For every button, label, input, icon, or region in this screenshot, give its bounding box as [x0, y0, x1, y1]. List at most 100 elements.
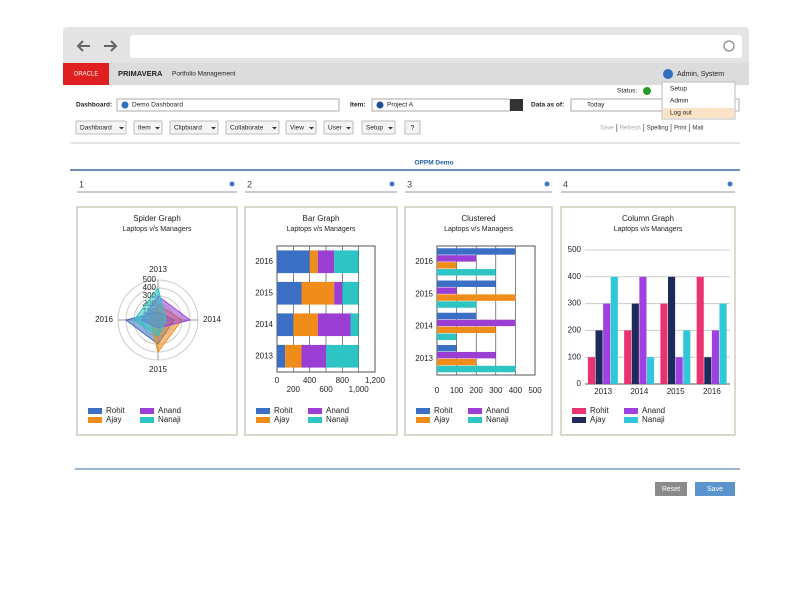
address-bar[interactable] [130, 35, 742, 58]
plot-frame [276, 245, 376, 373]
legend-swatch [624, 408, 638, 414]
bar [639, 276, 647, 384]
legend-label: Ajay [274, 415, 290, 424]
bar-segment [309, 250, 318, 274]
legend-swatch [572, 417, 586, 423]
menu-item[interactable]: Log out [670, 110, 692, 117]
chart-subtitle: Laptops v/s Managers [287, 226, 356, 233]
toolbar-label[interactable]: Clipboard [174, 125, 202, 132]
pin-icon[interactable] [544, 181, 550, 187]
toolbar-label[interactable]: Item [138, 125, 151, 132]
legend-swatch [140, 408, 154, 414]
bar-segment [301, 281, 335, 305]
user-name[interactable]: Admin, System [677, 71, 724, 78]
bar [437, 358, 477, 366]
status-icon [643, 87, 651, 95]
bar [437, 301, 477, 308]
bar-segment [285, 344, 302, 368]
y-tick-label: 300 [568, 299, 582, 308]
legend-label: Rohit [590, 406, 609, 415]
action-link[interactable]: Mail [692, 126, 703, 132]
bar [603, 303, 611, 384]
bar [437, 262, 457, 269]
date-value: Today [587, 102, 605, 109]
x-tick-label: 0 [435, 386, 440, 395]
toolbar-button[interactable] [133, 120, 163, 135]
menu-item[interactable]: Admin [670, 98, 689, 105]
dropdown-arrow [309, 127, 314, 130]
save-label[interactable]: Save [707, 486, 723, 493]
x-tick-label: 100 [450, 386, 464, 395]
item-value: Project A [387, 102, 414, 109]
toolbar-button[interactable] [169, 120, 219, 135]
legend-swatch [256, 417, 270, 423]
action-link[interactable]: Print [674, 126, 687, 132]
dashboard-select[interactable] [116, 98, 340, 112]
legend-label: Anand [486, 406, 509, 415]
toolbar-label[interactable]: Dashboard [80, 125, 112, 132]
legend-label: Nanaji [326, 415, 349, 424]
legend-label: Anand [158, 406, 181, 415]
bar [675, 357, 683, 384]
category-label: 2016 [255, 257, 273, 266]
category-label: 2015 [415, 289, 433, 298]
r-tick-label: 500 [143, 275, 157, 284]
bar-segment [334, 250, 359, 274]
item-search[interactable] [510, 99, 523, 111]
legend-label: Nanaji [486, 415, 509, 424]
bar [437, 248, 516, 255]
legend-label: Nanaji [642, 415, 665, 424]
forward-button[interactable] [104, 40, 118, 52]
x-tick-label: 200 [287, 385, 301, 394]
action-link[interactable]: Refresh [620, 126, 641, 132]
legend-label: Ajay [106, 415, 122, 424]
category-label: 2013 [594, 387, 612, 396]
legend-swatch [468, 408, 482, 414]
y-tick-label: 400 [568, 272, 582, 281]
help-label[interactable]: ? [411, 125, 415, 132]
action-link[interactable]: Save [600, 126, 614, 132]
bar [437, 255, 477, 262]
toolbar-label[interactable]: User [328, 125, 343, 132]
x-tick-label: 400 [303, 376, 317, 385]
chart-title: Clustered [461, 214, 495, 223]
category-label: 2016 [95, 315, 113, 324]
category-label: 2015 [149, 365, 167, 374]
x-tick-label: 600 [319, 385, 333, 394]
pin-icon[interactable] [229, 181, 235, 187]
reload-button[interactable] [723, 40, 735, 52]
reset-label[interactable]: Reset [662, 486, 680, 493]
toolbar-label[interactable]: Setup [366, 125, 383, 132]
date-label: Data as of: [531, 102, 564, 109]
legend-swatch [416, 408, 430, 414]
reset-button[interactable] [655, 482, 687, 496]
legend-label: Anand [326, 406, 349, 415]
y-tick-label: 100 [568, 352, 582, 361]
save-button[interactable] [695, 482, 735, 496]
bar-segment [277, 250, 310, 274]
toolbar-button[interactable] [361, 120, 396, 135]
toolbar-button[interactable] [75, 120, 127, 135]
chart-subtitle: Laptops v/s Managers [444, 226, 513, 233]
toolbar-label[interactable]: View [290, 125, 304, 132]
bar [704, 357, 712, 384]
action-link[interactable]: Spelling [647, 126, 668, 132]
bar [437, 351, 496, 359]
toolbar-label[interactable]: Collaborate [230, 125, 264, 132]
back-button[interactable] [76, 40, 90, 52]
r-tick-label: 300 [143, 291, 157, 300]
bar [646, 357, 655, 384]
bar [624, 330, 632, 384]
toolbar-button[interactable] [323, 120, 354, 135]
toolbar-button[interactable] [225, 120, 280, 135]
help-button[interactable] [404, 120, 421, 135]
menu-item[interactable]: Setup [670, 86, 687, 93]
toolbar-button[interactable] [285, 120, 317, 135]
bar [437, 280, 496, 287]
dropdown-arrow [211, 127, 216, 130]
x-tick-label: 200 [470, 386, 484, 395]
pin-icon[interactable] [727, 181, 733, 187]
bar [595, 330, 603, 384]
pin-icon[interactable] [389, 181, 395, 187]
bar [437, 287, 457, 294]
